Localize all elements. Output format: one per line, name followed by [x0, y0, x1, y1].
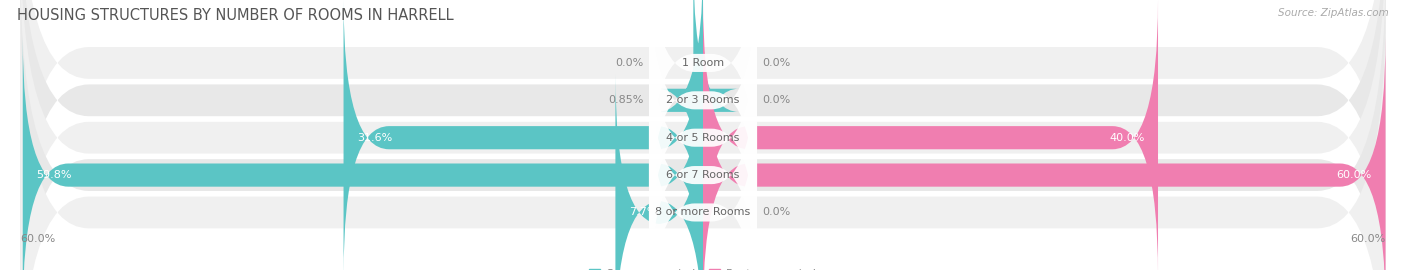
- Text: 60.0%: 60.0%: [1350, 234, 1385, 244]
- FancyBboxPatch shape: [21, 0, 1385, 270]
- FancyBboxPatch shape: [650, 72, 756, 270]
- Text: Source: ZipAtlas.com: Source: ZipAtlas.com: [1278, 8, 1389, 18]
- FancyBboxPatch shape: [650, 0, 756, 241]
- FancyBboxPatch shape: [22, 37, 703, 270]
- Text: 0.0%: 0.0%: [762, 207, 792, 217]
- Text: 0.85%: 0.85%: [607, 95, 644, 105]
- Text: 60.0%: 60.0%: [21, 234, 56, 244]
- FancyBboxPatch shape: [650, 0, 756, 270]
- Text: 59.8%: 59.8%: [37, 170, 72, 180]
- Text: 6 or 7 Rooms: 6 or 7 Rooms: [666, 170, 740, 180]
- Text: HOUSING STRUCTURES BY NUMBER OF ROOMS IN HARRELL: HOUSING STRUCTURES BY NUMBER OF ROOMS IN…: [17, 8, 454, 23]
- Text: 60.0%: 60.0%: [1337, 170, 1372, 180]
- FancyBboxPatch shape: [703, 37, 1385, 270]
- FancyBboxPatch shape: [21, 0, 1385, 270]
- FancyBboxPatch shape: [21, 0, 1385, 270]
- Text: 2 or 3 Rooms: 2 or 3 Rooms: [666, 95, 740, 105]
- Text: 31.6%: 31.6%: [357, 133, 392, 143]
- FancyBboxPatch shape: [21, 0, 1385, 270]
- Text: 4 or 5 Rooms: 4 or 5 Rooms: [666, 133, 740, 143]
- FancyBboxPatch shape: [658, 0, 738, 238]
- FancyBboxPatch shape: [650, 0, 756, 203]
- FancyBboxPatch shape: [21, 4, 1385, 270]
- FancyBboxPatch shape: [650, 35, 756, 270]
- Text: 0.0%: 0.0%: [762, 95, 792, 105]
- Text: 8 or more Rooms: 8 or more Rooms: [655, 207, 751, 217]
- Text: 0.0%: 0.0%: [762, 58, 792, 68]
- Legend: Owner-occupied, Renter-occupied: Owner-occupied, Renter-occupied: [585, 265, 821, 270]
- FancyBboxPatch shape: [616, 75, 703, 270]
- Text: 7.7%: 7.7%: [628, 207, 658, 217]
- FancyBboxPatch shape: [703, 0, 1159, 270]
- Text: 0.0%: 0.0%: [614, 58, 644, 68]
- Text: 40.0%: 40.0%: [1109, 133, 1144, 143]
- Text: 1 Room: 1 Room: [682, 58, 724, 68]
- FancyBboxPatch shape: [343, 0, 703, 270]
